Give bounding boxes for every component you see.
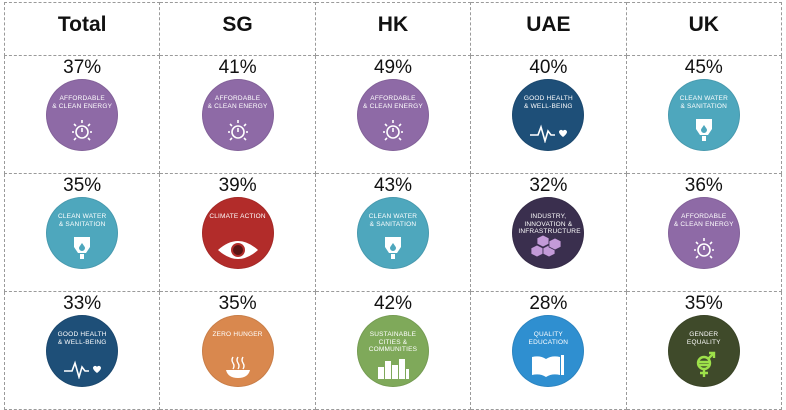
column-header-uae: UAE bbox=[470, 2, 627, 56]
cell-total-row-2: 35% CLEAN WATER & SANITATION bbox=[3, 173, 161, 292]
sdg-badge: GOOD HEALTH & WELL-BEING bbox=[512, 79, 585, 151]
header-row: Total SG HK UAE UK bbox=[3, 2, 783, 56]
cell-sg-row-1: 41% AFFORDABLE & CLEAN ENERGY bbox=[159, 55, 316, 174]
cell-total-row-3: 33% GOOD HEALTH & WELL-BEING bbox=[3, 291, 161, 410]
percentage-value: 36% bbox=[684, 175, 723, 196]
sdg-badge: CLEAN WATER & SANITATION bbox=[46, 197, 119, 269]
sdg-badge: GOOD HEALTH & WELL-BEING bbox=[46, 315, 119, 387]
percentage-value: 35% bbox=[684, 293, 723, 314]
sdg-badge-label: GOOD HEALTH & WELL-BEING bbox=[523, 95, 573, 110]
cell-uk-row-1: 45% CLEAN WATER & SANITATION bbox=[625, 55, 783, 174]
table-row: 37% AFFORDABLE & CLEAN ENERGY 41% AFFORDABL… bbox=[3, 55, 783, 174]
sdg-table: Total SG HK UAE UK 37% AFFORDABLE & CLEAN… bbox=[3, 2, 783, 410]
cell-hk-row-3: 42% SUSTAINABLE CITIES & COMMUNITIES bbox=[314, 291, 472, 410]
sdg-badge: AFFORDABLE & CLEAN ENERGY bbox=[46, 79, 119, 151]
percentage-value: 49% bbox=[373, 57, 412, 78]
cell-hk-row-1: 49% AFFORDABLE & CLEAN ENERGY bbox=[314, 55, 472, 174]
sdg-badge-label: AFFORDABLE & CLEAN ENERGY bbox=[673, 213, 734, 228]
cell-total-row-1: 37% AFFORDABLE & CLEAN ENERGY bbox=[3, 55, 161, 174]
sdg-badge-label: AFFORDABLE & CLEAN ENERGY bbox=[207, 95, 268, 110]
cell-uae-row-1: 40% GOOD HEALTH & WELL-BEING bbox=[470, 55, 627, 174]
table-row: 33% GOOD HEALTH & WELL-BEING 35% ZERO HUNGE… bbox=[3, 291, 783, 410]
sdg-badge: AFFORDABLE & CLEAN ENERGY bbox=[201, 79, 274, 151]
sdg-badge-label: CLEAN WATER & SANITATION bbox=[368, 213, 418, 228]
sdg-badge-label: GOOD HEALTH & WELL-BEING bbox=[57, 331, 107, 346]
sdg-badge-label: CLEAN WATER & SANITATION bbox=[57, 213, 107, 228]
percentage-value: 33% bbox=[63, 293, 102, 314]
sdg-badge: ZERO HUNGER bbox=[201, 315, 274, 387]
sdg-badge-label: INDUSTRY, INNOVATION & INFRASTRUCTURE bbox=[518, 213, 581, 235]
percentage-value: 37% bbox=[63, 57, 102, 78]
percentage-value: 40% bbox=[529, 57, 568, 78]
percentage-value: 42% bbox=[373, 293, 412, 314]
sdg-badge: INDUSTRY, INNOVATION & INFRASTRUCTURE bbox=[512, 197, 585, 269]
percentage-value: 39% bbox=[218, 175, 257, 196]
cell-uk-row-3: 35% GENDER EQUALITY bbox=[625, 291, 783, 410]
percentage-value: 32% bbox=[529, 175, 568, 196]
sdg-badge: CLEAN WATER & SANITATION bbox=[667, 79, 740, 151]
percentage-value: 43% bbox=[373, 175, 412, 196]
cell-sg-row-3: 35% ZERO HUNGER bbox=[159, 291, 316, 410]
column-header-sg: SG bbox=[159, 2, 316, 56]
percentage-value: 35% bbox=[218, 293, 257, 314]
percentage-value: 41% bbox=[218, 57, 257, 78]
sdg-badge-label: GENDER EQUALITY bbox=[686, 331, 721, 346]
sdg-badge-label: AFFORDABLE & CLEAN ENERGY bbox=[52, 95, 113, 110]
percentage-value: 35% bbox=[63, 175, 102, 196]
sdg-badge: GENDER EQUALITY bbox=[667, 315, 740, 387]
sdg-badge: SUSTAINABLE CITIES & COMMUNITIES bbox=[356, 315, 429, 387]
sdg-badge: CLIMATE ACTION bbox=[201, 197, 274, 269]
column-header-hk: HK bbox=[314, 2, 472, 56]
sdg-badge: AFFORDABLE & CLEAN ENERGY bbox=[356, 79, 429, 151]
sdg-badge-label: AFFORDABLE & CLEAN ENERGY bbox=[363, 95, 423, 110]
sdg-badge-label: ZERO HUNGER bbox=[212, 331, 263, 338]
table-row: 35% CLEAN WATER & SANITATION 39% CLIMATE AC… bbox=[3, 173, 783, 292]
cell-uk-row-2: 36% AFFORDABLE & CLEAN ENERGY bbox=[625, 173, 783, 292]
sdg-badge: CLEAN WATER & SANITATION bbox=[356, 197, 429, 269]
sdg-badge: QUALITY EDUCATION bbox=[512, 315, 585, 387]
cell-hk-row-2: 43% CLEAN WATER & SANITATION bbox=[314, 173, 472, 292]
sdg-badge-label: CLIMATE ACTION bbox=[209, 213, 266, 220]
percentage-value: 45% bbox=[684, 57, 723, 78]
cell-uae-row-3: 28% QUALITY EDUCATION bbox=[470, 291, 627, 410]
sdg-badge-label: SUSTAINABLE CITIES & COMMUNITIES bbox=[368, 331, 418, 353]
sdg-badge: AFFORDABLE & CLEAN ENERGY bbox=[667, 197, 740, 269]
sdg-badge-label: CLEAN WATER & SANITATION bbox=[679, 95, 728, 110]
sdg-badge-label: QUALITY EDUCATION bbox=[528, 331, 569, 346]
column-header-total: Total bbox=[3, 2, 161, 56]
cell-uae-row-2: 32% INDUSTRY, INNOVATION & INFRASTRUCTURE bbox=[470, 173, 627, 292]
column-header-uk: UK bbox=[625, 2, 783, 56]
percentage-value: 28% bbox=[529, 293, 568, 314]
cell-sg-row-2: 39% CLIMATE ACTION bbox=[159, 173, 316, 292]
